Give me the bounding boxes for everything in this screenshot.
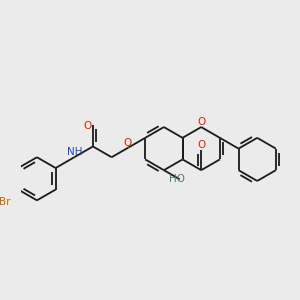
Text: O: O [197,117,205,127]
Text: O: O [84,121,92,131]
Text: NH: NH [67,147,82,157]
Text: HO: HO [169,174,185,184]
Text: O: O [198,140,206,150]
Text: O: O [123,138,131,148]
Text: Br: Br [0,197,11,207]
